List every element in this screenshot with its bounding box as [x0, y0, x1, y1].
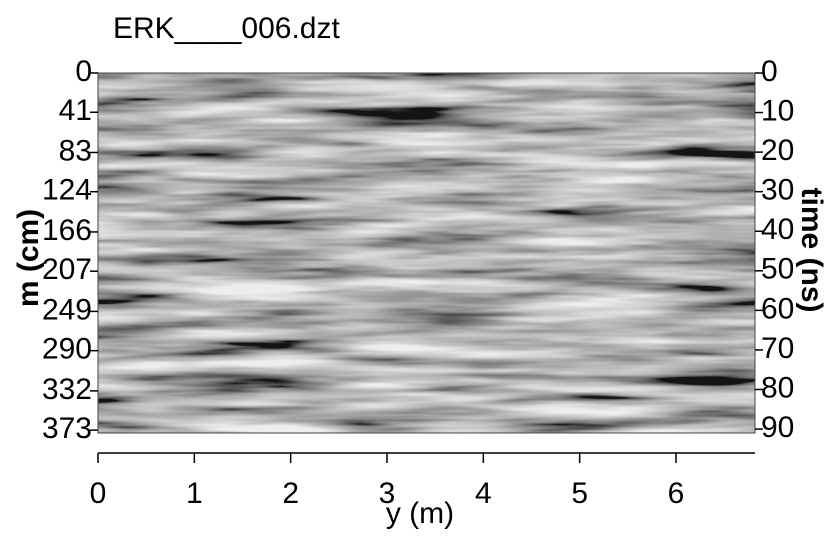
y2-tick-label: 40 [761, 213, 794, 246]
x-tick-label: 2 [282, 477, 299, 510]
y2-tick-label: 0 [761, 55, 778, 88]
y2-tick-label: 70 [761, 332, 794, 365]
y-tick-label: 290 [42, 333, 92, 366]
x-tick-label: 4 [475, 477, 492, 510]
x-tick-label: 3 [379, 477, 396, 510]
y2-tick-label: 50 [761, 253, 794, 286]
x-axis-label: y (m) [386, 497, 454, 530]
radargram-texture [98, 73, 755, 433]
y-tick-label: 124 [42, 174, 92, 207]
y2-tick-label: 80 [761, 371, 794, 404]
y-tick-label: 373 [42, 412, 92, 445]
x-tick-label: 6 [668, 477, 685, 510]
y2-tick-label: 20 [761, 134, 794, 167]
y-tick-label: 41 [59, 94, 92, 127]
y-tick-label: 207 [42, 253, 92, 286]
x-tick-label: 0 [90, 477, 107, 510]
y-tick-label: 0 [75, 55, 92, 88]
y-tick-label: 249 [42, 293, 92, 326]
y-tick-label: 166 [42, 214, 92, 247]
y-axis-label: m (cm) [12, 209, 45, 307]
y2-tick-label: 10 [761, 94, 794, 127]
plot-frame [97, 72, 756, 434]
y2-tick-label: 30 [761, 174, 794, 207]
y-tick-label: 83 [59, 134, 92, 167]
chart-title: ERK____006.dzt [113, 12, 340, 45]
x-tick-label: 1 [186, 477, 203, 510]
y-tick-label: 332 [42, 373, 92, 406]
y2-axis-label: time (ns) [795, 187, 828, 312]
y2-tick-label: 90 [761, 411, 794, 444]
x-tick-label: 5 [571, 477, 588, 510]
y2-tick-label: 60 [761, 292, 794, 325]
